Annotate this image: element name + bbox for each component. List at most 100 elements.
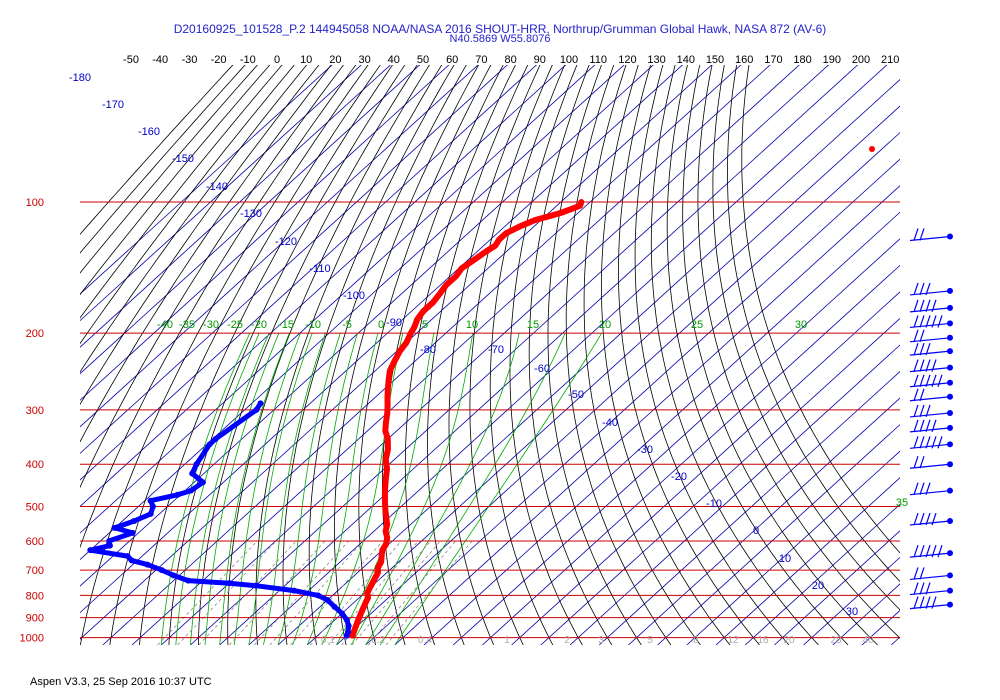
wind-barb-feather	[919, 567, 925, 580]
wind-barb-station	[947, 233, 953, 240]
mixing-ratio-line	[269, 540, 364, 645]
moist-adiabat-label: -30	[203, 319, 219, 331]
dry-adiabat-line	[80, 65, 357, 549]
pressure-tick-label: 200	[26, 328, 44, 340]
wind-barb-feather	[931, 315, 937, 328]
wind-barb-staff	[909, 520, 951, 526]
wind-barb-feather	[931, 544, 937, 558]
wind-barb-feather	[919, 374, 925, 387]
wind-barb-staff	[909, 412, 951, 418]
wind-barb-station	[947, 601, 953, 608]
wind-barb-feather	[913, 282, 919, 296]
wind-barb-feather	[925, 404, 931, 418]
dewpoint-point	[193, 461, 200, 468]
isotherm-line	[80, 65, 625, 561]
wind-barb-feather	[913, 388, 919, 401]
moist-adiabat-label: 30	[795, 319, 807, 331]
chart-title: D20160925_101528_P.2 144945058 NOAA/NASA…	[173, 22, 827, 36]
moist-adiabat-label: 15	[527, 319, 539, 331]
wind-barb-feather	[931, 419, 937, 433]
potential-temp-label: -10	[706, 498, 722, 510]
potential-temp-label: -170	[102, 99, 124, 111]
dewpoint-point	[144, 561, 151, 568]
potential-temp-label: -130	[240, 208, 262, 220]
wind-barb-feather	[931, 436, 937, 449]
wind-barb-station	[947, 334, 953, 341]
potential-temp-label: -70	[488, 344, 504, 356]
isotherm-line	[715, 477, 900, 645]
wind-barb	[909, 567, 953, 581]
isotherm-line	[80, 65, 567, 507]
wind-barb-feather	[937, 315, 943, 328]
isotherm-line	[365, 158, 900, 645]
wind-barb-staff	[909, 589, 951, 596]
mixing-ratio-label: 12	[727, 635, 739, 646]
mixing-ratio-label: 28	[830, 635, 842, 646]
wind-barb-station	[947, 287, 953, 294]
isotherm-line	[80, 65, 362, 322]
wind-barb	[909, 404, 953, 418]
dry-adiabat-line	[358, 65, 492, 645]
potential-temp-label: -80	[420, 344, 436, 356]
dry-adiabat-line	[80, 65, 283, 319]
wind-barb-feather	[919, 315, 925, 328]
wind-barb	[909, 359, 953, 373]
wind-barb	[909, 299, 953, 313]
moist-adiabat-label: -10	[305, 319, 321, 331]
isotherm-tick-label: -40	[152, 54, 168, 66]
isotherm-tick-label: 180	[793, 54, 811, 66]
software-version: Aspen V3.3, 25 Sep 2016 10:37 UTC	[30, 676, 212, 688]
chart-location: N40.5869 W55.8076	[449, 33, 551, 45]
potential-temp-label: -160	[138, 126, 160, 138]
dewpoint-point	[253, 406, 260, 413]
mixing-ratio-line	[310, 540, 402, 645]
wind-barb-station	[947, 409, 953, 416]
wind-barb-station	[947, 550, 953, 557]
wind-barb-feather	[913, 359, 919, 372]
wind-barb	[909, 329, 953, 343]
wind-barb-feather	[937, 544, 943, 558]
isotherm-line	[80, 65, 391, 348]
wind-barb-feather	[925, 374, 931, 387]
isotherm-line	[80, 65, 654, 587]
isotherm-line	[628, 397, 900, 645]
dewpoint-point	[252, 582, 259, 589]
wind-barb-feather	[919, 544, 925, 558]
wind-barb	[909, 582, 953, 596]
isotherm-line	[336, 132, 900, 645]
isotherm-line	[80, 65, 479, 428]
wind-barb-feather	[913, 374, 919, 387]
wind-barb-feather	[937, 436, 943, 449]
dry-adiabat-line	[469, 65, 553, 645]
wind-barb-feather	[925, 299, 931, 313]
isotherm-tick-label: 60	[446, 54, 458, 66]
wind-barb	[909, 436, 953, 449]
wind-barb-station	[947, 320, 953, 327]
wind-barb-feather	[919, 228, 925, 241]
wind-barb-feather	[913, 315, 919, 328]
dewpoint-point	[331, 603, 338, 610]
wind-barb-feather	[919, 482, 925, 495]
wind-barb-feather	[931, 596, 937, 609]
isotherm-line	[423, 211, 900, 645]
mixing-ratio-line	[351, 540, 441, 645]
temperature-profile	[349, 199, 585, 639]
wind-barb-staff	[909, 396, 951, 402]
dry-adiabat-line	[139, 65, 394, 645]
isotherm-line	[686, 450, 900, 645]
moist-adiabat-label: -5	[342, 319, 352, 331]
wind-barb-staff	[909, 235, 951, 242]
moist-adiabat-label: -35	[179, 319, 195, 331]
wind-barb-feather	[919, 419, 925, 433]
dry-adiabat-line	[333, 65, 480, 645]
dry-adiabat-line	[565, 65, 672, 645]
isotherm-tick-label: -10	[240, 54, 256, 66]
isotherm-tick-label: 20	[329, 54, 341, 66]
wind-barb-feather	[919, 388, 925, 401]
wind-barb-feather	[925, 436, 931, 449]
wind-barb-station	[947, 304, 953, 311]
moist-adiabat-label: -20	[251, 319, 267, 331]
dry-adiabat-line	[80, 65, 332, 443]
wind-barb	[909, 419, 953, 433]
wind-barb-feather	[925, 315, 931, 328]
